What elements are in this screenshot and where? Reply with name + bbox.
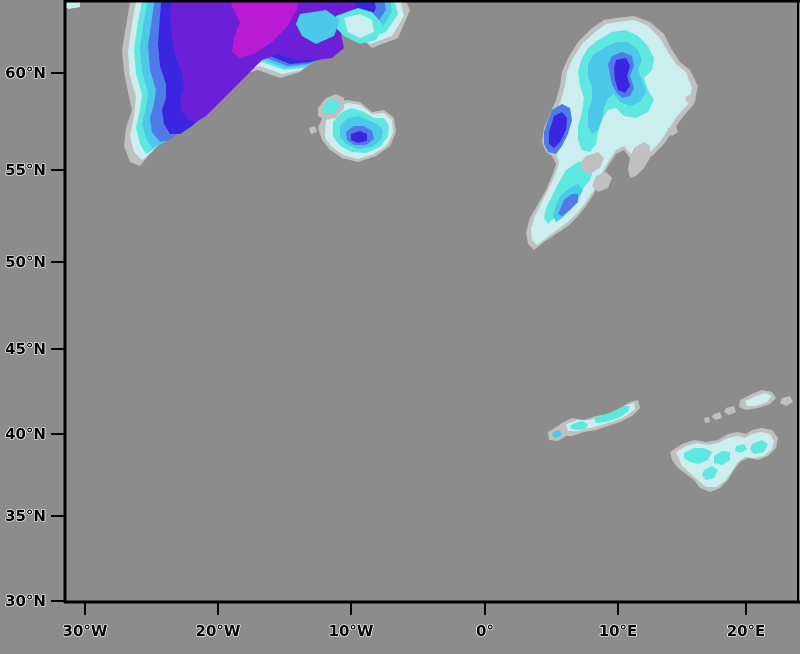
alps-level-3d <box>750 440 768 454</box>
y-tick-label-5: 35°N <box>5 507 46 525</box>
iceland-speck <box>309 126 317 134</box>
iceland-level-6 <box>351 131 367 143</box>
denmark-strip <box>628 142 650 178</box>
x-tick-label-0: 30°W <box>62 622 108 640</box>
carpathians-arc-2 <box>745 393 772 406</box>
scandinavia-islet-2 <box>667 126 678 136</box>
y-tick-label-4: 40°N <box>5 425 46 443</box>
x-tick-marks <box>84 603 747 615</box>
y-tick-label-3: 45°N <box>5 340 46 358</box>
pyrenees-west-core <box>552 430 562 438</box>
scandinavia-islet-1 <box>685 94 696 103</box>
region-greenland <box>122 0 410 166</box>
y-tick-label-6: 30°N <box>5 592 46 610</box>
pyrenees-level-3b <box>570 421 588 430</box>
scandinavia-lowland-2 <box>592 172 612 192</box>
contour-layer <box>64 0 793 492</box>
pyrenees-level-3a <box>594 406 630 423</box>
alps-level-3e <box>735 444 747 453</box>
alps-level-3a <box>684 448 712 464</box>
speck-1 <box>724 406 736 415</box>
region-carpathians <box>704 390 793 423</box>
y-tick-label-0: 60°N <box>5 64 46 82</box>
x-tick-label-5: 20°E <box>726 622 766 640</box>
y-tick-marks <box>51 72 65 602</box>
x-tick-label-3: 0° <box>476 622 494 640</box>
scandinavia-level-6a <box>614 58 630 93</box>
speck-2 <box>712 412 722 420</box>
scandinavia-level-5b <box>558 194 578 216</box>
region-iceland <box>309 94 396 162</box>
greenland-east-fringe-inner <box>344 14 374 38</box>
speck-4 <box>780 396 793 406</box>
iceland-nw-peninsula-2 <box>322 99 340 114</box>
axis-frame <box>63 0 800 604</box>
greenland-ne-lobe <box>296 10 340 44</box>
region-scandinavia <box>526 16 698 250</box>
speck-3 <box>704 417 710 423</box>
y-tick-label-2: 50°N <box>5 253 46 271</box>
greenland-level-8 <box>230 0 298 58</box>
region-pyrenees <box>548 400 640 441</box>
alps-level-3c <box>702 466 718 480</box>
x-tick-label-1: 20°W <box>195 622 241 640</box>
x-tick-label-4: 10°E <box>598 622 638 640</box>
region-alps <box>670 428 778 492</box>
scandinavia-level-6-mid <box>549 112 567 148</box>
x-tick-label-2: 10°W <box>328 622 374 640</box>
alps-level-3b <box>714 451 730 465</box>
y-tick-label-1: 55°N <box>5 161 46 179</box>
scandinavia-lowland-1 <box>581 152 604 174</box>
